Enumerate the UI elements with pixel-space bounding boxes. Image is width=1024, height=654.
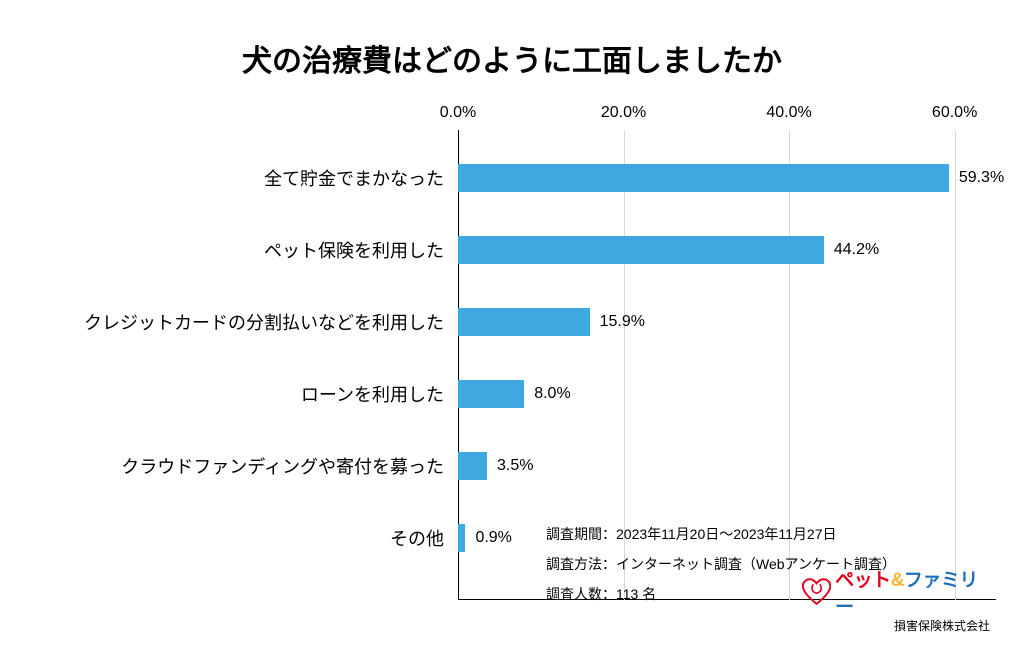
category-label: その他 [390, 525, 458, 551]
bar [458, 524, 465, 552]
value-label: 15.9% [600, 313, 645, 331]
x-tick-label: 20.0% [601, 104, 646, 122]
value-label: 0.9% [475, 529, 511, 547]
heart-icon [802, 578, 831, 606]
x-tick-label: 0.0% [440, 104, 476, 122]
category-label: クレジットカードの分割払いなどを利用した [84, 309, 458, 335]
footer-line: 調査期間：2023年11月20日～2023年11月27日 [546, 524, 837, 544]
brand-logo: ペット&ファミリー 損害保険株式会社 [802, 565, 992, 634]
category-label: クラウドファンディングや寄付を募った [121, 453, 458, 479]
chart-title: 犬の治療費はどのように工面しましたか [0, 36, 1024, 80]
x-tick-label: 40.0% [766, 104, 811, 122]
bar [458, 164, 949, 192]
value-label: 44.2% [834, 241, 879, 259]
bar [458, 236, 824, 264]
category-label: 全て貯金でまかなった [264, 165, 458, 191]
bar [458, 380, 524, 408]
brand-subtitle: 損害保険株式会社 [802, 617, 992, 634]
value-label: 59.3% [959, 169, 1004, 187]
footer-line: 調査人数：113 名 [546, 584, 656, 604]
footer-line: 調査方法：インターネット調査（Webアンケート調査） [546, 554, 896, 574]
category-label: ペット保険を利用した [264, 237, 458, 263]
value-label: 3.5% [497, 457, 533, 475]
gridline [955, 130, 956, 600]
bar [458, 308, 590, 336]
bar [458, 452, 487, 480]
value-label: 8.0% [534, 385, 570, 403]
x-tick-label: 60.0% [932, 104, 977, 122]
category-label: ローンを利用した [301, 381, 458, 407]
